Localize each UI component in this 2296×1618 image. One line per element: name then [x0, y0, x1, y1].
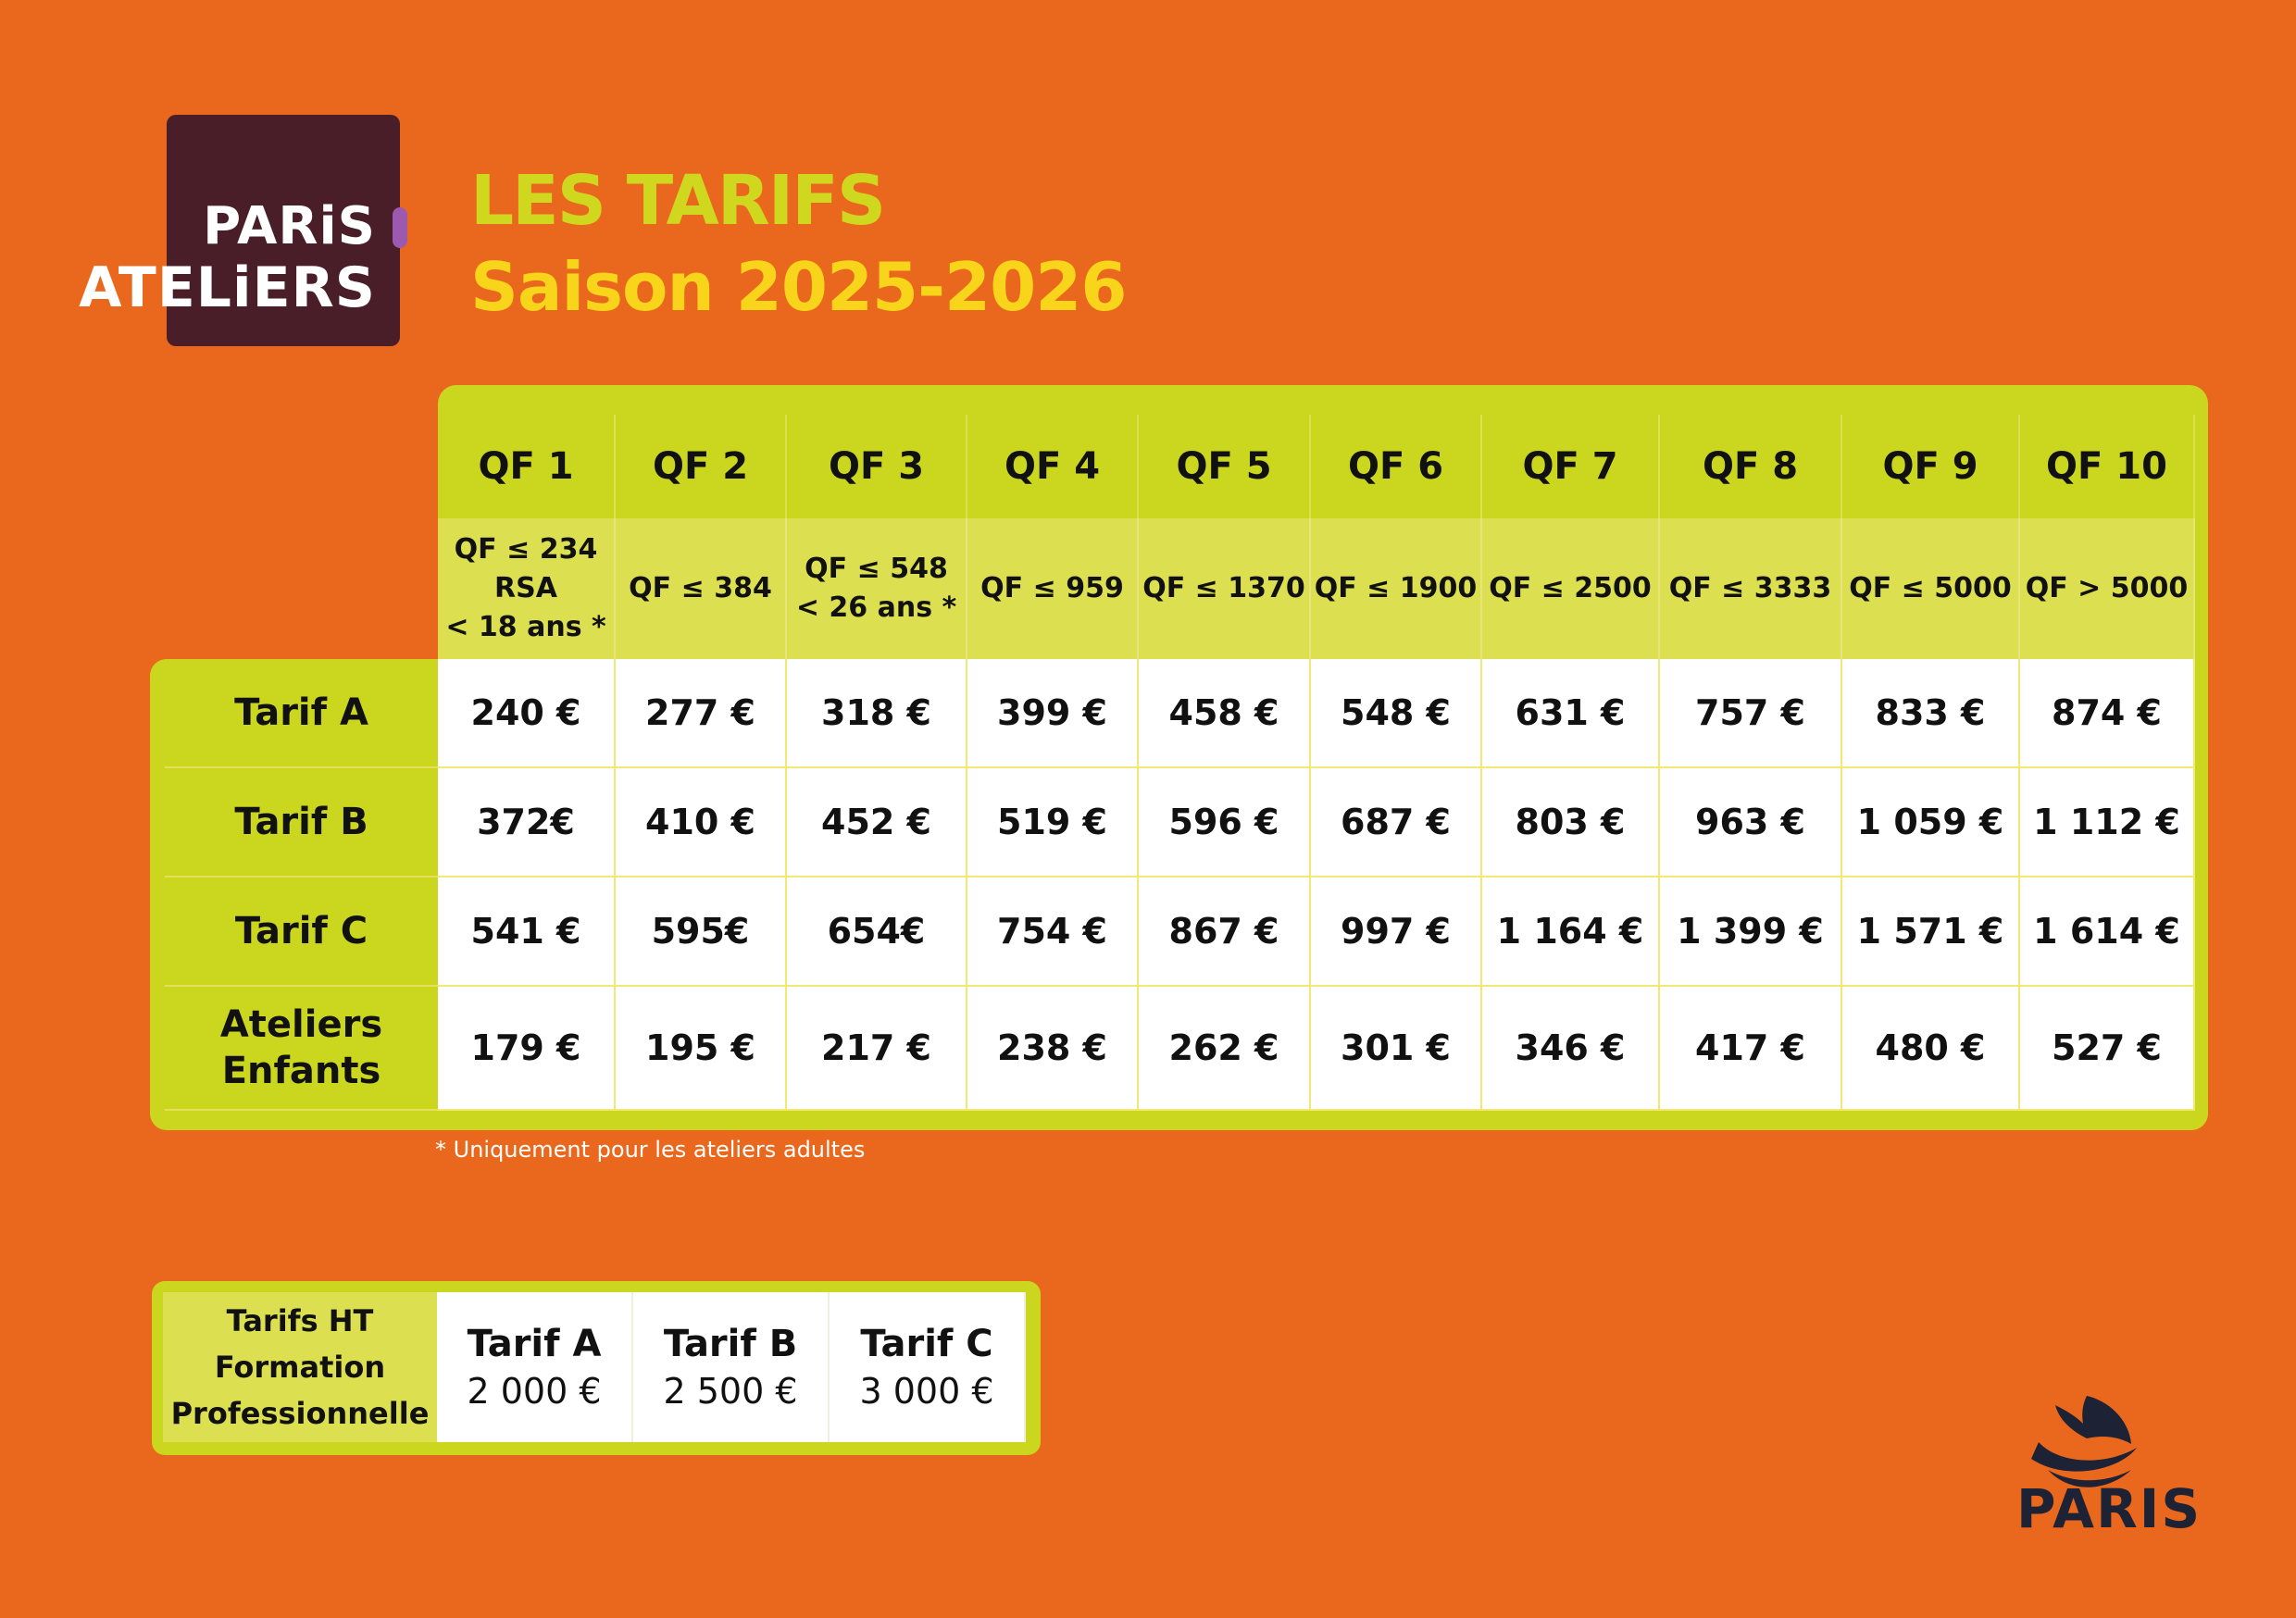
tarif-cell: 346 €	[1482, 987, 1660, 1111]
tarif-cell: 833 €	[1842, 659, 2020, 768]
column-range-qf-10: QF > 5000	[2020, 518, 2195, 659]
tarif-cell: 1 399 €	[1660, 877, 1842, 987]
pro-tarif-price: 2 500 €	[663, 1371, 798, 1412]
pro-tarif-label: Tarifs HT Formation Professionnelle	[163, 1292, 437, 1442]
row-label: Tarif B	[165, 768, 438, 877]
page-title: LES TARIFS	[470, 161, 886, 241]
tarif-cell: 519 €	[967, 768, 1139, 877]
column-header-qf-2: QF 2	[616, 415, 787, 518]
tarif-cell: 541 €	[438, 877, 616, 987]
page-subtitle: Saison 2025-2026	[470, 248, 1127, 326]
tarif-cell: 1 164 €	[1482, 877, 1660, 987]
tarif-cell: 867 €	[1139, 877, 1311, 987]
column-range-qf-5: QF ≤ 1370	[1139, 518, 1311, 659]
logo-accent	[393, 207, 407, 248]
tarif-cell: 527 €	[2020, 987, 2195, 1111]
row-label: Tarif C	[165, 877, 438, 987]
tarif-cell: 410 €	[616, 768, 787, 877]
tarif-cell: 596 €	[1139, 768, 1311, 877]
row-label: Tarif A	[165, 659, 438, 768]
column-range-qf-9: QF ≤ 5000	[1842, 518, 2020, 659]
tarif-cell: 1 059 €	[1842, 768, 2020, 877]
tarif-cell: 997 €	[1311, 877, 1482, 987]
pro-tarif-cell: Tarif A 2 000 €	[437, 1292, 633, 1442]
pro-tarif-name: Tarif A	[467, 1323, 602, 1365]
column-header-qf-7: QF 7	[1482, 415, 1660, 518]
tarif-cell: 262 €	[1139, 987, 1311, 1111]
column-header-qf-3: QF 3	[787, 415, 967, 518]
column-header-qf-9: QF 9	[1842, 415, 2020, 518]
tarif-cell: 318 €	[787, 659, 967, 768]
tarif-cell: 217 €	[787, 987, 967, 1111]
tarif-cell: 480 €	[1842, 987, 2020, 1111]
tarif-cell: 301 €	[1311, 987, 1482, 1111]
tarif-cell: 595€	[616, 877, 787, 987]
logo-line-2: ATELiERS	[79, 255, 376, 320]
column-range-qf-4: QF ≤ 959	[967, 518, 1139, 659]
pro-tarif-name: Tarif C	[860, 1323, 993, 1365]
column-range-qf-7: QF ≤ 2500	[1482, 518, 1660, 659]
column-range-qf-1: QF ≤ 234 RSA < 18 ans *	[438, 518, 616, 659]
tarif-cell: 874 €	[2020, 659, 2195, 768]
tarif-cell: 757 €	[1660, 659, 1842, 768]
column-header-qf-1: QF 1	[438, 415, 616, 518]
row-label: Ateliers Enfants	[165, 987, 438, 1111]
tarif-cell: 179 €	[438, 987, 616, 1111]
tarif-cell: 548 €	[1311, 659, 1482, 768]
column-header-qf-8: QF 8	[1660, 415, 1842, 518]
column-header-qf-4: QF 4	[967, 415, 1139, 518]
tarif-cell: 240 €	[438, 659, 616, 768]
column-range-qf-8: QF ≤ 3333	[1660, 518, 1842, 659]
column-range-qf-2: QF ≤ 384	[616, 518, 787, 659]
tarif-cell: 963 €	[1660, 768, 1842, 877]
tarif-cell: 654€	[787, 877, 967, 987]
paris-ateliers-logo: PARiS ATELiERS	[79, 115, 407, 346]
tarif-cell: 754 €	[967, 877, 1139, 987]
tarif-cell: 1 571 €	[1842, 877, 2020, 987]
tarif-cell: 631 €	[1482, 659, 1660, 768]
column-range-qf-3: QF ≤ 548 < 26 ans *	[787, 518, 967, 659]
paris-ship-icon	[2031, 1396, 2137, 1487]
logo-line-1: PARiS	[203, 196, 376, 256]
pro-tarif-price: 3 000 €	[859, 1371, 994, 1412]
tarif-cell: 803 €	[1482, 768, 1660, 877]
pro-tarif-price: 2 000 €	[467, 1371, 602, 1412]
tarif-cell: 1 614 €	[2020, 877, 2195, 987]
tarif-cell: 687 €	[1311, 768, 1482, 877]
tarif-cell: 277 €	[616, 659, 787, 768]
tarif-cell: 417 €	[1660, 987, 1842, 1111]
tarif-cell: 238 €	[967, 987, 1139, 1111]
pro-tarif-name: Tarif B	[663, 1323, 798, 1365]
tarif-cell: 458 €	[1139, 659, 1311, 768]
column-range-qf-6: QF ≤ 1900	[1311, 518, 1482, 659]
tarif-cell: 399 €	[967, 659, 1139, 768]
footnote: * Uniquement pour les ateliers adultes	[435, 1137, 866, 1163]
column-header-qf-6: QF 6	[1311, 415, 1482, 518]
column-header-qf-10: QF 10	[2020, 415, 2195, 518]
tarif-cell: 1 112 €	[2020, 768, 2195, 877]
pro-tarif-cell: Tarif B 2 500 €	[633, 1292, 830, 1442]
tarif-cell: 195 €	[616, 987, 787, 1111]
paris-brand-text: PARIS	[2016, 1477, 2202, 1540]
tarif-cell: 452 €	[787, 768, 967, 877]
column-header-qf-5: QF 5	[1139, 415, 1311, 518]
tarif-cell: 372€	[438, 768, 616, 877]
pro-tarif-cell: Tarif C 3 000 €	[830, 1292, 1026, 1442]
